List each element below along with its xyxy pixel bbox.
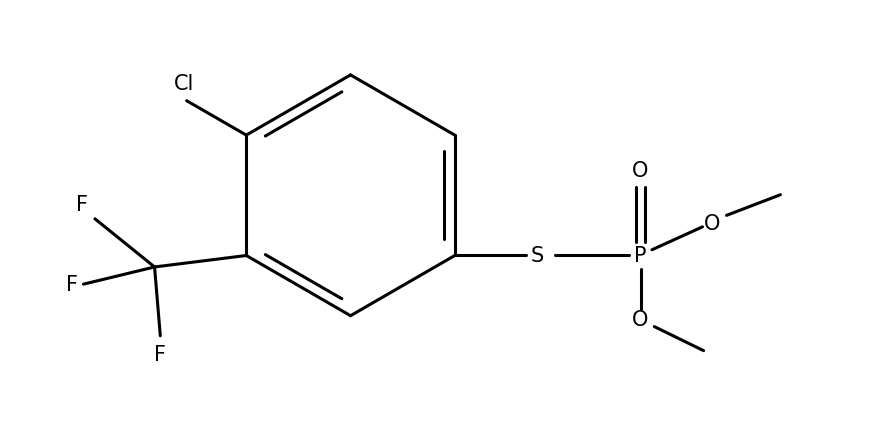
Text: Cl: Cl [174,74,194,93]
Text: F: F [154,344,167,364]
Text: S: S [530,246,544,266]
Text: O: O [703,214,719,234]
Text: O: O [633,309,649,329]
Text: F: F [76,195,88,215]
Text: F: F [65,274,78,294]
Text: O: O [633,161,649,180]
Text: P: P [634,246,647,266]
